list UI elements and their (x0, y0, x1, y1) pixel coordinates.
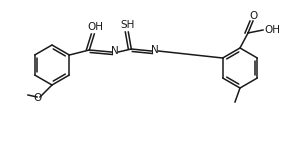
Text: OH: OH (87, 22, 103, 32)
Text: OH: OH (264, 25, 280, 35)
Text: O: O (250, 11, 258, 21)
Text: O: O (33, 93, 41, 103)
Text: N: N (111, 46, 119, 56)
Text: N: N (151, 45, 159, 55)
Text: SH: SH (120, 20, 135, 30)
